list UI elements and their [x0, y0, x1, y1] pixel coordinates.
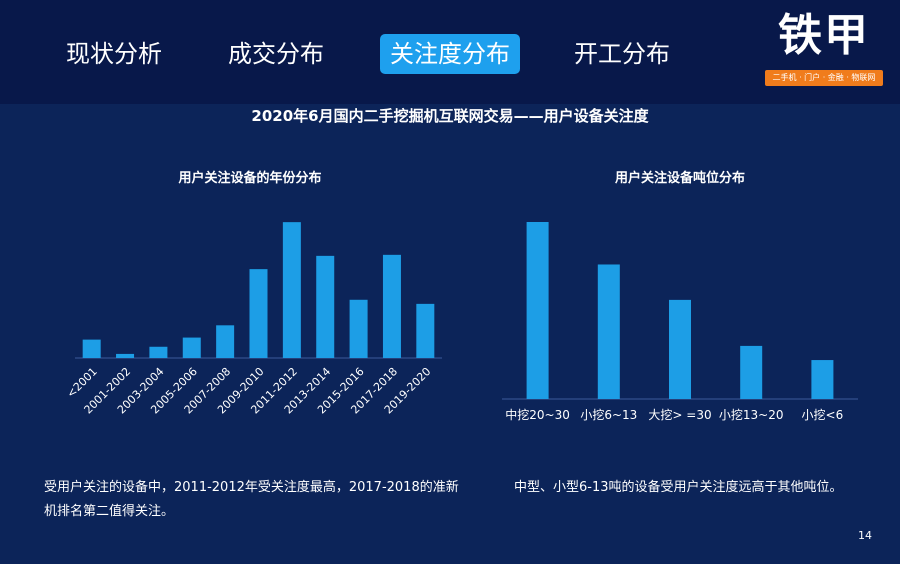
- bar: [216, 325, 235, 358]
- logo-tagline: 二手机 · 门户 · 金融 · 物联网: [765, 70, 883, 86]
- left-chart-title: 用户关注设备的年份分布: [178, 171, 322, 186]
- tab-attention-distribution[interactable]: 关注度分布: [380, 34, 520, 74]
- page-title: 2020年6月国内二手挖掘机互联网交易——用户设备关注度: [251, 107, 649, 125]
- bar: [526, 222, 549, 399]
- bar: [382, 254, 401, 358]
- bar: [416, 303, 435, 358]
- tick-label: 小挖13~20: [719, 407, 784, 422]
- bar: [249, 269, 268, 358]
- right-note: 中型、小型6-13吨的设备受用户关注度远高于其他吨位。: [514, 480, 843, 495]
- right-chart-title: 用户关注设备吨位分布: [614, 171, 745, 186]
- bar: [349, 299, 368, 358]
- bar: [182, 337, 201, 358]
- brand-logo: 铁甲 二手机 · 门户 · 金融 · 物联网: [765, 8, 883, 88]
- logo-wordmark: 铁甲: [778, 10, 870, 61]
- bar: [149, 346, 168, 358]
- tick-label: 中挖20~30: [505, 407, 570, 422]
- bar: [669, 299, 691, 399]
- tab-status-analysis[interactable]: 现状分析: [66, 40, 162, 68]
- header-bar: 现状分析 成交分布 关注度分布 开工分布 铁甲 二手机 · 门户 · 金融 · …: [0, 0, 900, 104]
- tick-label: 小挖6~13: [580, 407, 637, 422]
- tab-deal-distribution[interactable]: 成交分布: [228, 40, 324, 68]
- tick-label: 小挖<6: [802, 407, 844, 422]
- bar: [282, 222, 301, 358]
- left-note: 受用户关注的设备中，2011-2012年受关注度最高，2017-2018的准新机…: [44, 480, 459, 519]
- bar: [597, 264, 620, 399]
- bar: [82, 339, 101, 358]
- page-number: 14: [858, 529, 872, 542]
- tab-operation-distribution[interactable]: 开工分布: [574, 40, 670, 68]
- bar: [316, 255, 335, 358]
- bar: [811, 360, 834, 399]
- bar: [740, 345, 763, 399]
- tick-label: 大挖> =30: [648, 407, 711, 422]
- bar: [116, 353, 135, 358]
